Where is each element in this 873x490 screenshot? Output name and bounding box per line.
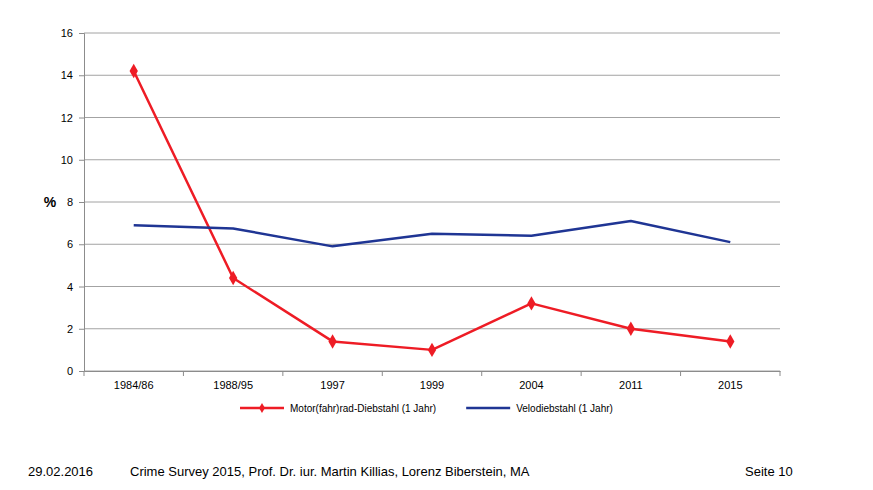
tick-mark: [79, 287, 84, 288]
tick: 1984/86: [114, 371, 154, 391]
tick-mark: [79, 371, 84, 372]
legend-item: Motor(fahr)rad-Diebstahl (1 Jahr): [240, 403, 436, 414]
marker: [428, 343, 436, 357]
tick: 8: [67, 196, 84, 208]
grid-line: [84, 202, 780, 203]
tick-label: 8: [67, 196, 73, 208]
marker: [130, 64, 138, 78]
tick-label: 16: [61, 27, 73, 39]
tick-mark: [79, 160, 84, 161]
marker: [527, 296, 535, 310]
tick: 2004: [519, 371, 543, 391]
tick: 14: [61, 69, 84, 81]
tick-label: 6: [67, 238, 73, 250]
tick-label: 1988/95: [213, 379, 253, 391]
tick-label: 2004: [519, 379, 543, 391]
axis-title: %: [44, 194, 57, 210]
category-divider: [282, 371, 283, 376]
grid-line: [84, 159, 780, 160]
marker: [229, 271, 237, 285]
grid-line: [84, 75, 780, 76]
tick-label: 2011: [619, 379, 643, 391]
tick: 10: [61, 154, 84, 166]
tick: 2: [67, 323, 84, 335]
grid: [84, 33, 780, 371]
grid-line: [84, 371, 780, 372]
tick-mark: [79, 202, 84, 203]
grid-line: [84, 244, 780, 245]
axis-line: [79, 34, 85, 372]
category-divider: [382, 371, 383, 376]
tick: 1999: [420, 371, 444, 391]
tick-label: 1999: [420, 379, 444, 391]
plot-area: [130, 64, 735, 357]
marker: [726, 334, 734, 348]
legend-marker: [259, 403, 265, 413]
series-line: [134, 71, 731, 350]
tick-label: 2: [67, 323, 73, 335]
tick: 6: [67, 238, 84, 250]
tick: 0: [67, 365, 84, 377]
tick-label: 14: [61, 69, 73, 81]
grid-line: [84, 33, 780, 34]
grid-line: [84, 286, 780, 287]
tick-mark: [79, 329, 84, 330]
tick: 2011: [619, 371, 643, 391]
category-divider: [481, 371, 482, 376]
chart: 0 2 4 6 8 10 12 14 16 1984/86 1988/95 1997 1999 2004 2…: [0, 0, 873, 490]
y-axis: 0 2 4 6 8 10 12 14 16: [61, 27, 85, 377]
axis-line: [85, 371, 781, 372]
tick: 1988/95: [213, 371, 253, 391]
footer-date: 29.02.2016: [28, 464, 93, 479]
tick-label: 2015: [718, 379, 742, 391]
legend: Motor(fahr)rad-Diebstahl (1 Jahr) Velodie…: [240, 403, 613, 414]
tick-label: 1984/86: [114, 379, 154, 391]
tick-label: 4: [67, 281, 73, 293]
tick-label: 10: [61, 154, 73, 166]
grid-line: [84, 328, 780, 329]
footer: 29.02.2016 Crime Survey 2015, Prof. Dr. i…: [28, 464, 793, 479]
tick: 2015: [718, 371, 742, 391]
tick: 12: [61, 112, 84, 124]
footer-page: Seite 10: [745, 464, 793, 479]
tick: 4: [67, 281, 84, 293]
marker: [328, 334, 336, 348]
tick-label: 1997: [320, 379, 344, 391]
footer-source: Crime Survey 2015, Prof. Dr. iur. Martin…: [130, 464, 530, 479]
category-divider: [680, 371, 681, 376]
marker: [627, 322, 635, 336]
category-divider: [84, 371, 85, 376]
grid-line: [84, 117, 780, 118]
legend-label: Velodiebstahl (1 Jahr): [516, 403, 613, 414]
tick-mark: [79, 33, 84, 34]
category-divider: [780, 371, 781, 376]
x-axis: 1984/86 1988/95 1997 1999 2004 2011 2015: [84, 371, 781, 391]
tick-mark: [79, 118, 84, 119]
tick: 16: [61, 27, 84, 39]
category-divider: [183, 371, 184, 376]
tick-label: 0: [67, 365, 73, 377]
category-divider: [581, 371, 582, 376]
legend-swatch: [466, 407, 510, 410]
legend-item: Velodiebstahl (1 Jahr): [466, 403, 613, 414]
tick: 1997: [320, 371, 344, 391]
tick-mark: [79, 244, 84, 245]
tick-label: 12: [61, 112, 73, 124]
series-line: [134, 221, 731, 246]
legend-label: Motor(fahr)rad-Diebstahl (1 Jahr): [290, 403, 436, 414]
tick-mark: [79, 75, 84, 76]
